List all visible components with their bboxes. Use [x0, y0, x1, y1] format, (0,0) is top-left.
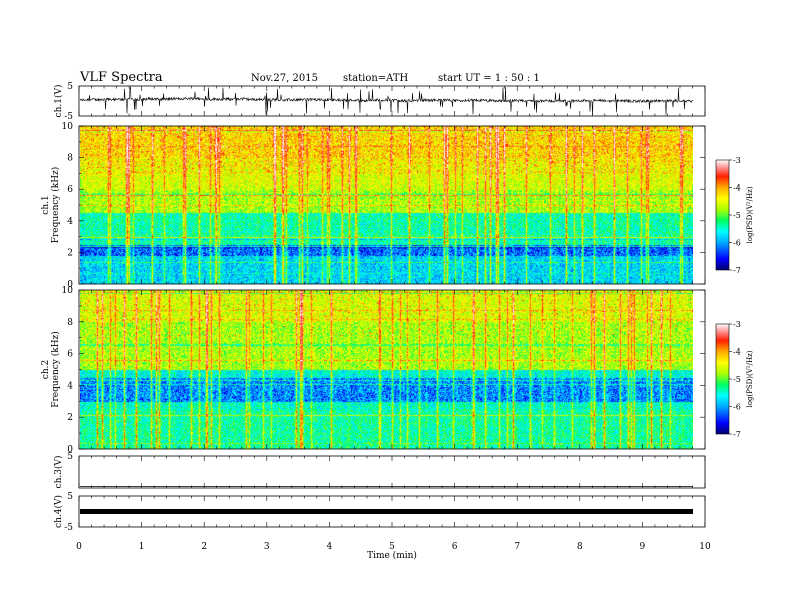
- ch1-ytick-label: 5: [67, 82, 73, 92]
- ch2-ylabel: ch.2: [41, 360, 51, 379]
- ch1-colorbar: [715, 159, 730, 271]
- x-tick-label: 8: [577, 542, 583, 552]
- ch4-ytick-label: 5: [67, 492, 73, 502]
- ch1-spectrogram-image: [80, 126, 693, 284]
- ch1-ytick-label: 8: [67, 154, 73, 164]
- ch3-ytick-label: 5: [67, 452, 73, 462]
- ch1-colorbar-label: log(PSD)(V²/Hz): [746, 186, 754, 243]
- ch1-ylabel: Frequency (kHz): [50, 167, 61, 244]
- ch2-ytick-label: 4: [67, 381, 73, 391]
- x-tick-label: 9: [640, 542, 646, 552]
- ch2-colorbar-tick-label: -4: [733, 348, 741, 357]
- x-tick-label: 1: [139, 542, 145, 552]
- ch1-ytick-label: 10: [62, 122, 74, 132]
- x-tick-label: 2: [201, 542, 207, 552]
- x-tick-label: 7: [514, 542, 520, 552]
- ch1-waveform-line: [79, 86, 694, 116]
- ch2-spectrogram-image: [80, 290, 693, 449]
- ch1-colorbar-tick-label: -4: [733, 184, 741, 193]
- ch1-ylabel: ch.1: [41, 195, 51, 214]
- x-axis-label: Time (min): [367, 550, 417, 561]
- ch4-ylabel: ch.4(V): [53, 495, 64, 528]
- ch1-ytick-label: 0: [67, 280, 73, 290]
- ch1-colorbar-tick-label: -7: [733, 266, 741, 275]
- start-time-label: start UT = 1 : 50 : 1: [438, 73, 540, 84]
- date-label: Nov.27, 2015: [251, 73, 318, 84]
- x-tick-label: 10: [699, 542, 711, 552]
- ch4-waveform-band: [80, 509, 693, 514]
- x-tick-label: 3: [264, 542, 270, 552]
- ch1-colorbar-tick-label: -3: [733, 156, 741, 165]
- x-tick-label: 6: [452, 542, 458, 552]
- ch1-colorbar-tick-label: -6: [733, 239, 741, 248]
- ch2-colorbar-label: log(PSD)(V²/Hz): [746, 350, 754, 407]
- ch1-ylabel: ch.1(V): [53, 85, 64, 118]
- x-tick-label: 4: [327, 542, 333, 552]
- ch1-ytick-label: 4: [67, 217, 73, 227]
- ch3-ylabel: ch.3(V): [53, 456, 64, 489]
- ch2-ytick-label: 10: [62, 286, 74, 296]
- ch2-ytick-label: 0: [67, 445, 73, 455]
- ch2-colorbar-tick-label: -6: [733, 403, 741, 412]
- ch2-ytick-label: 6: [67, 350, 73, 360]
- ch2-ytick-label: 8: [67, 318, 73, 328]
- ch1-ytick-label: 2: [67, 248, 73, 258]
- x-tick-label: 5: [389, 542, 395, 552]
- x-tick-label: 0: [76, 542, 82, 552]
- ch1-colorbar-tick-label: -5: [733, 211, 741, 220]
- ch2-ytick-label: 2: [67, 413, 73, 423]
- ch2-colorbar-tick-label: -3: [733, 320, 741, 329]
- ch2-ylabel: Frequency (kHz): [50, 331, 61, 408]
- chart-title: VLF Spectra: [80, 70, 163, 85]
- ch2-colorbar: [715, 323, 730, 435]
- ch4-ytick-label: -5: [64, 523, 73, 533]
- ch2-colorbar-tick-label: -7: [733, 430, 741, 439]
- ch1-ytick-label: 6: [67, 185, 73, 195]
- ch1-ytick-label: -5: [64, 112, 73, 122]
- ch2-colorbar-tick-label: -5: [733, 375, 741, 384]
- station-label: station=ATH: [343, 73, 409, 84]
